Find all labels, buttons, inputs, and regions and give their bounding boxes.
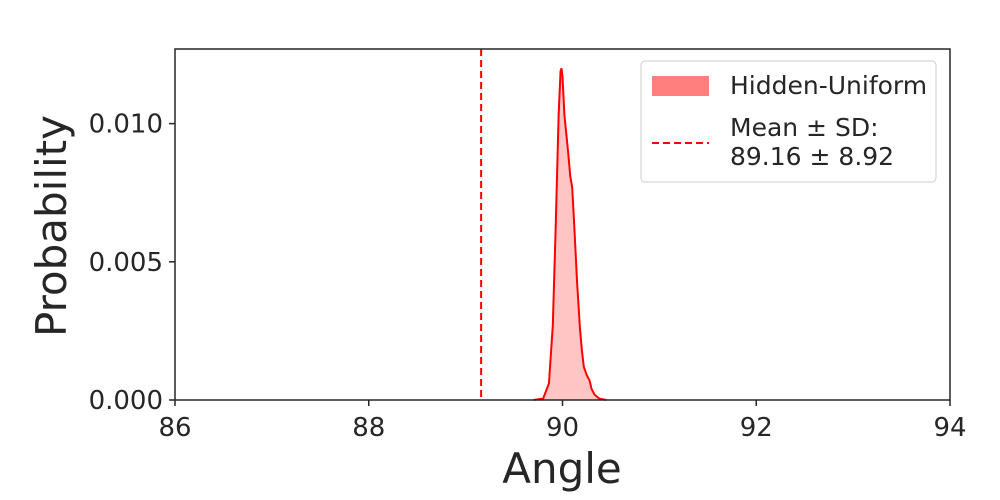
x-tick-label: 88 bbox=[352, 413, 385, 443]
legend-box bbox=[640, 60, 937, 183]
y-tick-label: 0.005 bbox=[89, 248, 163, 278]
y-tick-label: 0.000 bbox=[89, 386, 163, 416]
x-tick-label: 90 bbox=[546, 413, 579, 443]
legend-label-mean-line2: 89.16 ± 8.92 bbox=[730, 142, 894, 171]
y-tick-label: 0.010 bbox=[89, 110, 163, 140]
legend-label-hidden-uniform: Hidden-Uniform bbox=[730, 71, 927, 100]
legend: Hidden-Uniform Mean ± SD: 89.16 ± 8.92 bbox=[640, 60, 937, 183]
legend-swatch-hidden-uniform bbox=[652, 76, 709, 96]
plot-content bbox=[480, 49, 607, 401]
x-tick-label: 94 bbox=[933, 413, 966, 443]
y-axis-ticks: 0.000 0.005 0.010 bbox=[89, 110, 175, 416]
density-line-0 bbox=[533, 68, 607, 401]
x-tick-label: 92 bbox=[740, 413, 773, 443]
x-axis-ticks: 86 88 90 92 94 bbox=[158, 400, 967, 443]
x-axis-label: Angle bbox=[502, 444, 622, 493]
legend-label-mean-line1: Mean ± SD: bbox=[730, 113, 879, 142]
x-tick-label: 86 bbox=[158, 413, 191, 443]
density-fill-0 bbox=[533, 68, 607, 400]
y-axis-label: Probability bbox=[27, 115, 76, 337]
